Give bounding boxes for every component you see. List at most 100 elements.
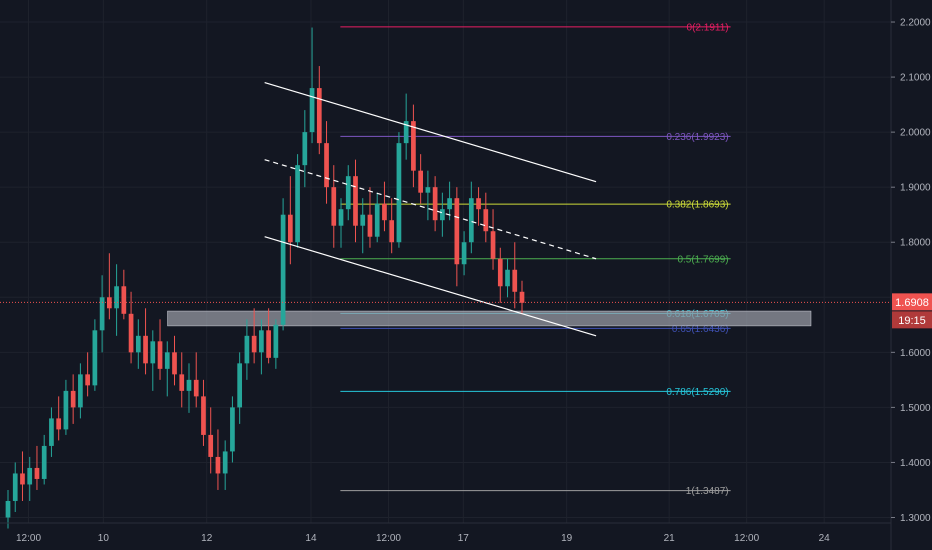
candle-body <box>208 434 214 457</box>
candle-body <box>128 313 134 353</box>
x-tick-label: 12:00 <box>376 533 401 544</box>
x-tick-label: 12 <box>201 533 213 544</box>
candle-body <box>186 379 192 391</box>
x-tick-label: 24 <box>819 533 831 544</box>
grid-lines <box>0 0 891 523</box>
candle-body <box>425 187 431 193</box>
candle-body <box>12 473 18 501</box>
candle-body <box>324 143 329 188</box>
y-tick-label: 2.0000 <box>900 128 931 139</box>
fib-level-label: 0.786(1.5290) <box>666 387 728 398</box>
candle-body <box>505 269 510 287</box>
candle-body <box>251 335 257 353</box>
candle-body <box>440 209 445 221</box>
candle-body <box>280 214 286 325</box>
candle-body <box>519 291 525 303</box>
candle-body <box>331 187 337 226</box>
y-tick-label: 1.6000 <box>900 348 931 359</box>
candle-body <box>461 242 467 265</box>
channel-mid-line[interactable] <box>264 159 597 260</box>
candle-body <box>338 209 344 226</box>
candle-body <box>244 335 250 364</box>
candle-body <box>389 220 395 243</box>
y-tick-label: 1.3000 <box>900 513 931 524</box>
candle-body <box>106 297 112 309</box>
countdown-badge <box>892 311 932 329</box>
candle-body <box>374 203 380 237</box>
candle-body <box>490 231 496 259</box>
candle-body <box>396 143 402 243</box>
support-zone[interactable] <box>167 310 812 327</box>
candle-body <box>41 445 47 479</box>
candle-body <box>201 396 206 435</box>
candle-body <box>403 121 409 144</box>
candle-body <box>367 214 373 237</box>
fib-level-label: 0.5(1.7699) <box>677 254 728 265</box>
candle-body <box>99 297 105 331</box>
candle-body <box>179 374 185 391</box>
candle-body <box>418 170 424 193</box>
candle-body <box>411 121 416 171</box>
descending-channel[interactable] <box>264 82 597 337</box>
x-tick-label: 12:00 <box>734 533 759 544</box>
candle-body <box>432 187 438 221</box>
candle-body <box>353 176 358 226</box>
candle-body <box>193 379 199 397</box>
candle-body <box>273 324 279 358</box>
channel-lower-line[interactable] <box>264 236 597 337</box>
candlestick-series <box>5 27 525 529</box>
x-tick-label: 14 <box>305 533 317 544</box>
candle-body <box>447 198 452 210</box>
fib-level-label: 0(2.1911) <box>687 22 729 33</box>
y-tick-label: 1.8000 <box>900 238 931 249</box>
fib-level-label: 0.236(1.9923) <box>666 132 728 143</box>
candle-body <box>63 390 69 430</box>
candle-body <box>121 286 127 314</box>
time-axis[interactable]: 12:00 10 12 14 12:00 17 19 21 12:00 24 <box>16 533 830 544</box>
candle-body <box>56 418 62 430</box>
candle-body <box>266 330 271 358</box>
candle-body <box>164 352 170 369</box>
candle-body <box>476 198 481 210</box>
y-tick-label: 2.2000 <box>900 18 931 29</box>
candle-body <box>114 286 119 309</box>
candle-body <box>497 258 503 287</box>
fib-level-label: 1(1.3487) <box>686 486 729 497</box>
candle-body <box>295 165 300 243</box>
candle-body <box>20 473 25 485</box>
candle-body <box>468 198 474 243</box>
current-price-value: 1.6908 <box>895 297 929 309</box>
support-zone-rect[interactable] <box>167 310 812 327</box>
candle-body <box>483 209 489 232</box>
candle-body <box>259 330 264 353</box>
candle-body <box>454 198 460 265</box>
candle-body <box>92 330 98 386</box>
y-tick-label: 1.5000 <box>900 403 931 414</box>
candle-body <box>237 363 243 408</box>
candle-body <box>70 390 76 408</box>
candle-body <box>360 214 366 226</box>
current-price-badge <box>892 293 932 311</box>
candle-body <box>302 132 308 166</box>
candle-body <box>49 418 54 446</box>
channel-upper-line[interactable] <box>264 82 597 183</box>
candle-body <box>135 335 141 353</box>
candle-body <box>215 456 221 474</box>
candle-body <box>172 352 177 375</box>
price-axis[interactable]: 2.2000 2.1000 2.0000 1.9000 1.8000 1.6000 1.50… <box>891 18 931 524</box>
candle-body <box>287 214 293 243</box>
candle-body <box>78 374 83 408</box>
candle-body <box>150 341 156 364</box>
candle-body <box>345 176 351 210</box>
candle-body <box>157 341 163 369</box>
fib-level-label: 0.382(1.8693) <box>666 200 728 211</box>
x-tick-label: 17 <box>458 533 470 544</box>
candle-body <box>512 269 518 292</box>
price-badges: 1.6908 19:15 <box>892 293 932 329</box>
candle-body <box>309 88 315 133</box>
candle-body <box>143 335 148 364</box>
candle-body <box>222 451 228 474</box>
candle-body <box>27 467 33 485</box>
